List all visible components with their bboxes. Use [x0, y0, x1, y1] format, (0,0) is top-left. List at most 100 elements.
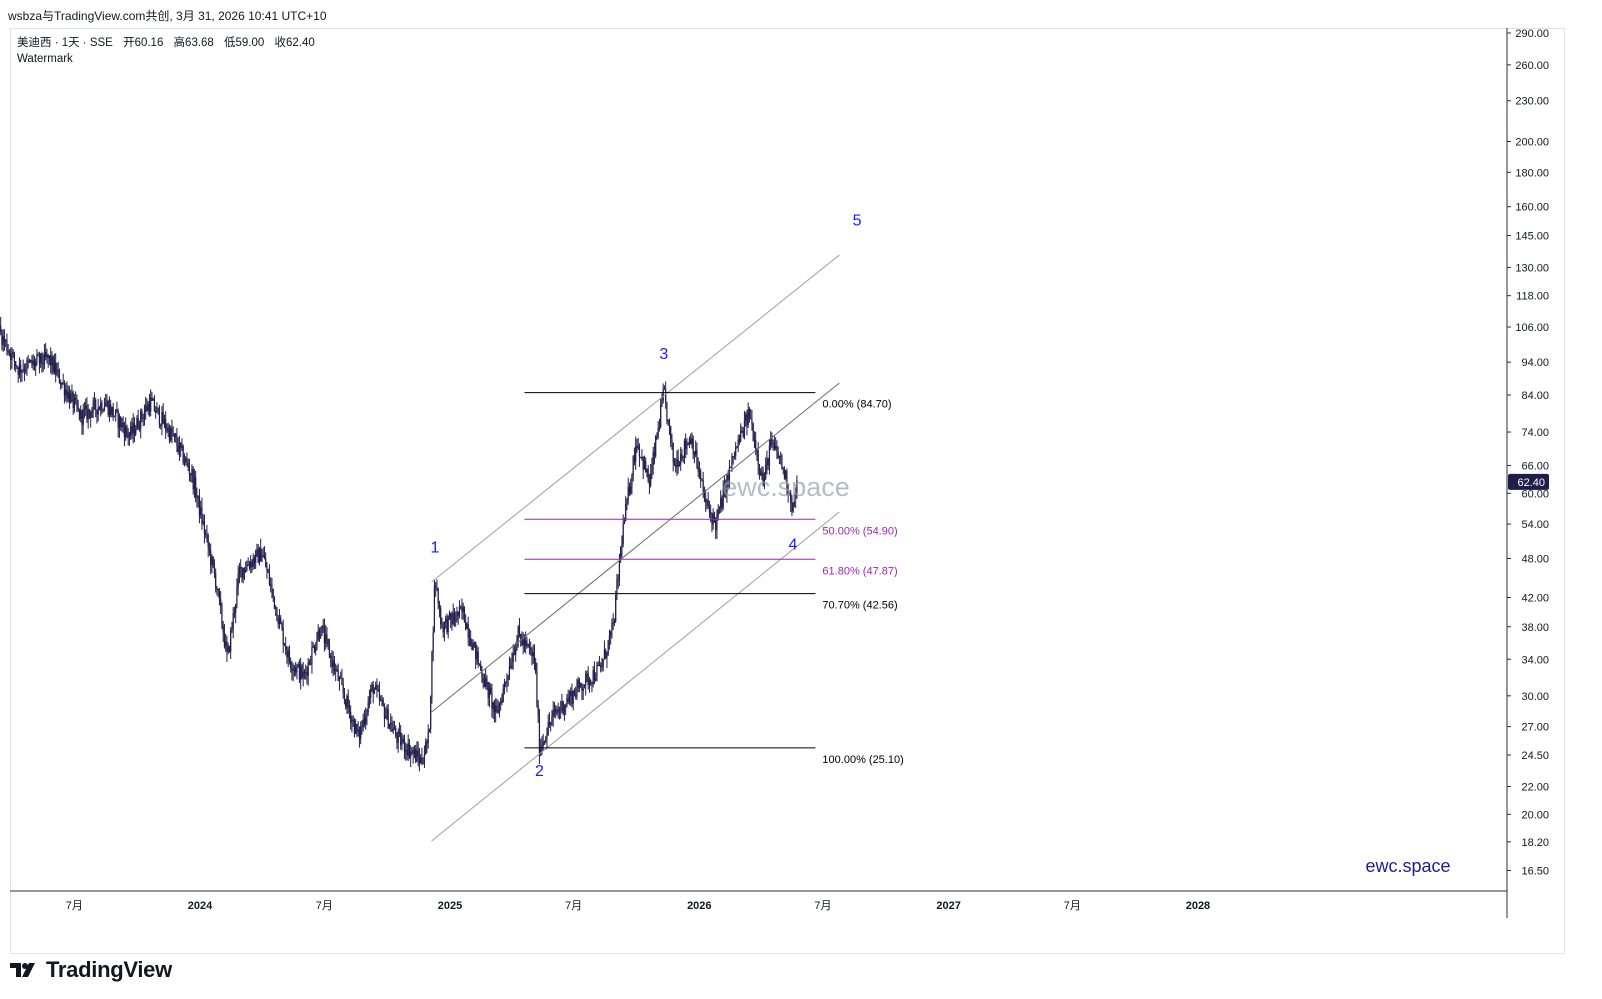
candle-body — [691, 438, 693, 445]
symbol-line[interactable]: 美迪西 · 1天 · SSE — [17, 37, 113, 49]
candle-body — [116, 409, 118, 411]
candle-body — [3, 336, 6, 342]
candle-body — [418, 756, 421, 763]
candle-body — [426, 741, 428, 744]
candle-body — [213, 565, 216, 574]
candle-body — [498, 703, 501, 713]
candle-body — [745, 414, 747, 421]
candle-body — [123, 427, 126, 438]
candle-body — [580, 683, 582, 687]
candle-body — [740, 430, 742, 442]
candle-body — [643, 460, 646, 470]
candle-body — [481, 669, 483, 679]
candle-body — [566, 698, 568, 705]
candle-body — [393, 727, 396, 730]
candle-body — [765, 464, 767, 479]
y-tick-label: 16.50 — [1521, 866, 1549, 878]
candle-body — [291, 667, 293, 672]
candle-body — [312, 646, 314, 648]
candle-body — [181, 445, 183, 448]
y-tick-label: 22.00 — [1521, 781, 1549, 793]
candle-body — [695, 449, 697, 456]
candle-body — [62, 382, 64, 384]
candle-body — [605, 649, 607, 658]
candle-body — [618, 560, 621, 580]
candle-body — [722, 488, 724, 508]
candle-body — [57, 370, 59, 372]
candle-body — [495, 705, 497, 713]
candle-body — [130, 426, 132, 436]
candle-body — [782, 468, 784, 470]
candle-body — [132, 422, 134, 434]
candle-body — [510, 666, 512, 668]
candle-body — [101, 403, 103, 412]
candle-body — [716, 515, 718, 531]
candle-body — [497, 709, 499, 713]
watermark-indicator-label[interactable]: Watermark — [17, 53, 73, 65]
candle-body — [726, 475, 728, 495]
candle-body — [136, 418, 138, 430]
candle-body — [133, 422, 136, 435]
candle-body — [525, 640, 527, 647]
candle-body — [505, 682, 507, 684]
candle-body — [560, 709, 562, 711]
candle-body — [233, 613, 236, 615]
candle-body — [401, 741, 403, 746]
candle-body — [323, 628, 326, 644]
candle-body — [253, 558, 256, 563]
candle-body — [138, 428, 141, 430]
candle-body — [328, 644, 331, 658]
close-label: 收 — [274, 37, 287, 49]
candle-body — [278, 617, 281, 625]
candle-body — [786, 471, 788, 489]
candle-body — [743, 420, 746, 437]
candle-body — [13, 353, 16, 362]
candle-body — [35, 361, 37, 367]
candle-body — [793, 497, 796, 503]
candle-body — [488, 687, 491, 698]
candle-body — [706, 500, 708, 503]
candle-body — [361, 726, 363, 728]
candle-body — [205, 533, 207, 535]
candle-body — [688, 438, 691, 445]
candle-body — [251, 561, 253, 567]
candle-body — [512, 653, 514, 662]
candle-body — [47, 354, 49, 359]
candle-body — [391, 723, 393, 732]
candle-body — [787, 488, 789, 495]
candle-body — [526, 640, 528, 644]
candle-body — [725, 484, 727, 495]
candle-body — [541, 745, 543, 748]
chart-pane[interactable] — [10, 28, 1565, 954]
candle-body — [377, 689, 379, 691]
fib-level-label: 61.80% (47.87) — [822, 565, 897, 577]
candle-body — [325, 634, 327, 644]
candle-body — [347, 696, 349, 708]
candle-body — [90, 411, 92, 418]
corner-watermark: ewc.space — [1365, 856, 1450, 876]
candle-body — [353, 719, 356, 734]
candle-body — [738, 439, 741, 442]
candle-body — [252, 558, 254, 567]
candle-body — [692, 438, 694, 455]
y-tick-label: 60.00 — [1521, 488, 1549, 500]
candle-body — [428, 729, 431, 732]
candle-body — [631, 474, 633, 487]
candle-body — [290, 661, 292, 668]
candle-body — [128, 435, 131, 438]
open-value: 60.16 — [134, 37, 164, 49]
y-tick-label: 74.00 — [1521, 427, 1549, 439]
candle-body — [305, 672, 307, 674]
candle-body — [563, 707, 566, 714]
candle-body — [388, 724, 391, 729]
candle-body — [263, 555, 266, 559]
candle-body — [458, 607, 461, 616]
candle-body — [748, 409, 751, 419]
tradingview-logo[interactable]: TradingView — [10, 957, 172, 983]
candle-body — [447, 615, 449, 632]
candle-body — [473, 641, 476, 643]
candle-body — [403, 738, 406, 752]
candle-body — [438, 603, 441, 608]
candle-body — [715, 520, 717, 531]
candle-body — [650, 473, 652, 486]
